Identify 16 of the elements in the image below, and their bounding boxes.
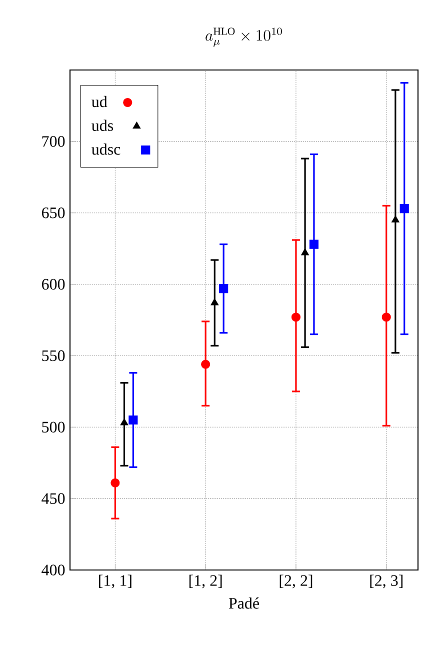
x-tick-label: [1, 1] (99, 574, 132, 588)
y-tick-label: 400 (42, 564, 65, 576)
y-tick-label: 700 (42, 136, 65, 147)
legend-label: udsc (92, 143, 120, 155)
chart-title: $a_{\mu}^{\mathrm{HLO}}\times 10^{10}$ (206, 28, 282, 47)
x-tick-label: [1, 2] (189, 574, 222, 588)
legend-label: ud (92, 96, 108, 108)
y-tick-label: 450 (42, 493, 65, 504)
y-tick-label: 650 (42, 207, 65, 218)
y-tick-label: 500 (42, 422, 65, 433)
y-tick-label: 600 (42, 278, 65, 290)
x-tick-label: [2, 3] (370, 574, 402, 588)
y-tick-label: 550 (42, 350, 65, 362)
x-axis-title: Padé (228, 597, 259, 609)
legend-label: uds (92, 120, 114, 131)
x-tick-label: [2, 2] (280, 574, 312, 588)
